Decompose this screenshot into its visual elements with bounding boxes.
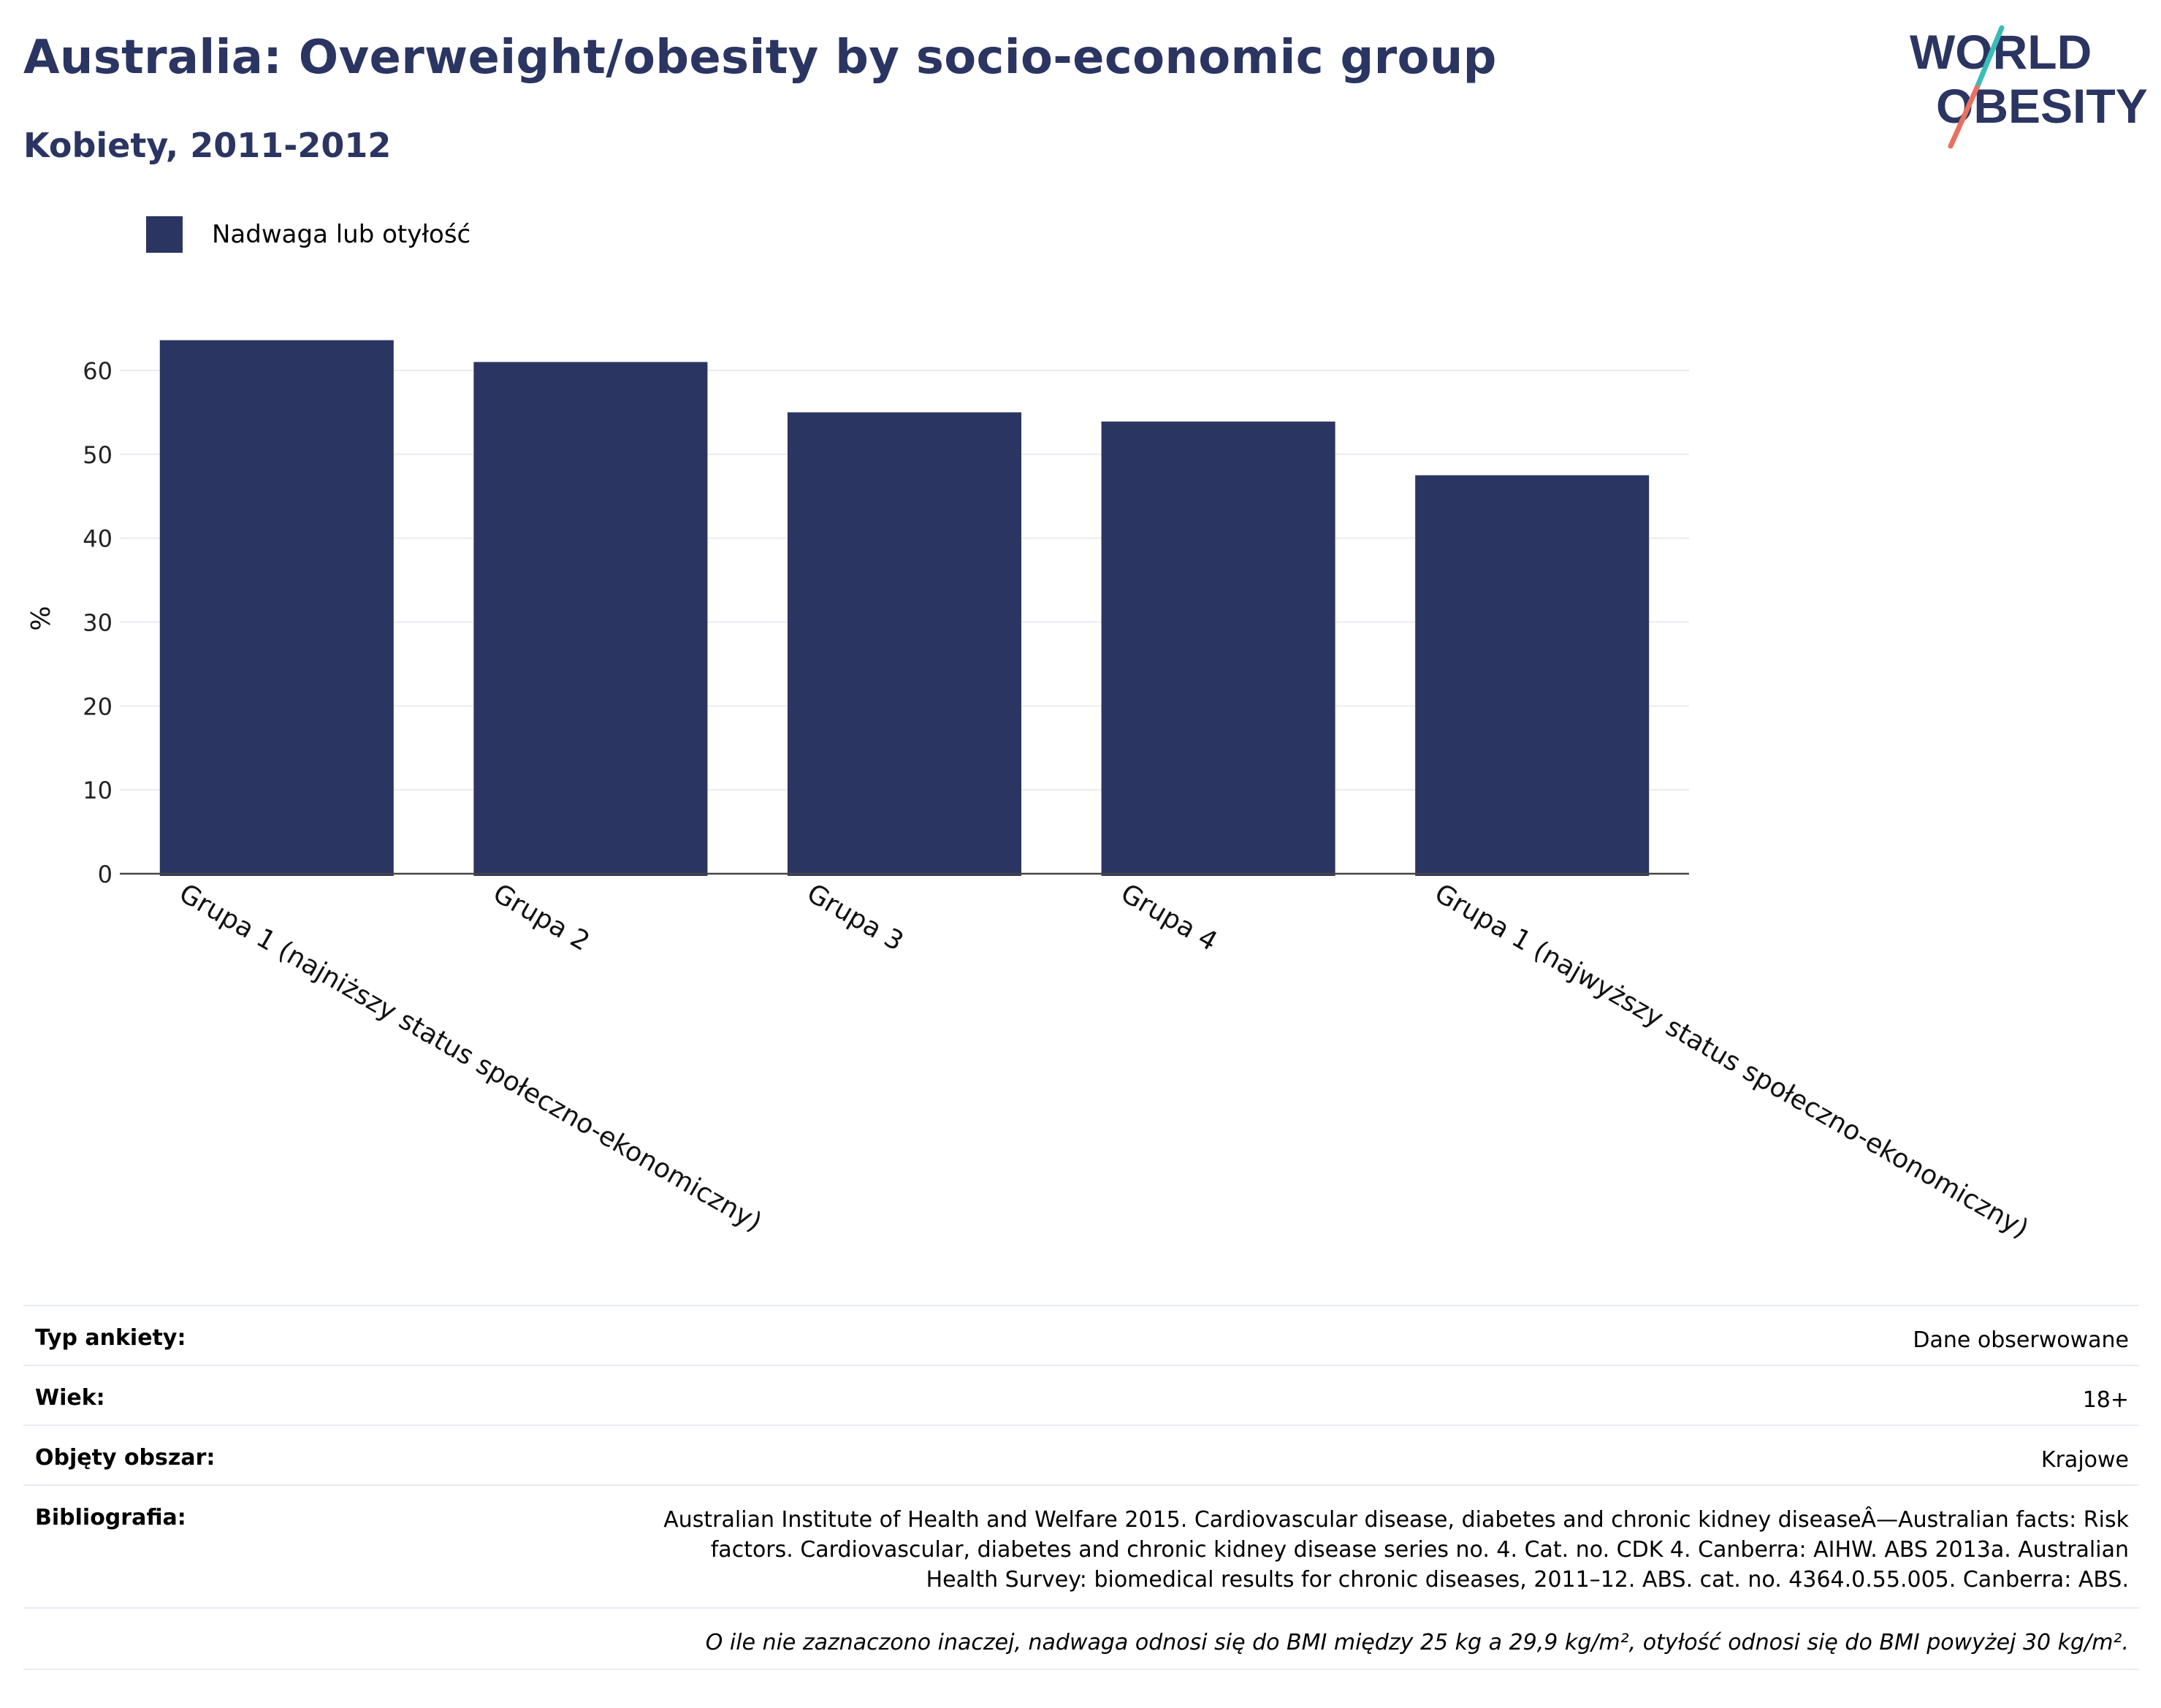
bar: [159, 340, 394, 876]
bibliography-line: Australian Institute of Health and Welfa…: [663, 1507, 2129, 1533]
x-tick-label: Grupa 1 (najniższy status społeczno-ekon…: [174, 878, 766, 1238]
info-row-note: O ile nie zaznaczono inaczej, nadwaga od…: [23, 1607, 2139, 1670]
y-tick-label: 10: [83, 777, 113, 804]
survey-type-value: Dane obserwowane: [1913, 1327, 2129, 1353]
legend-swatch: [146, 216, 183, 253]
bibliography-label: Bibliografia:: [35, 1505, 186, 1530]
legend-label: Nadwaga lub otyłość: [212, 220, 471, 249]
survey-type-label: Typ ankiety:: [35, 1325, 186, 1351]
x-tick-label: Grupa 1 (najwyższy status społeczno-ekon…: [1430, 878, 2034, 1244]
bibliography-value: Australian Institute of Health and Welfa…: [663, 1505, 2129, 1595]
info-row-area: Objęty obszar: Krajowe: [23, 1425, 2139, 1484]
bar: [787, 412, 1022, 876]
info-table: Typ ankiety: Dane obserwowane Wiek: 18+ …: [23, 1305, 2139, 1670]
x-tick-label: Grupa 3: [802, 878, 909, 957]
info-row-survey-type: Typ ankiety: Dane obserwowane: [23, 1305, 2139, 1365]
logo-slash-top: [1974, 25, 2005, 91]
y-tick-label: 40: [83, 525, 113, 553]
area-label: Objęty obszar:: [35, 1445, 216, 1471]
bar: [1415, 475, 1650, 876]
world-obesity-logo: WORLD OBESITY: [1910, 25, 2148, 149]
x-tick-label: Grupa 2: [488, 878, 595, 957]
bar-chart: 0 10 20 30 40 50 60 Grupa 1 (najniższy status s…: [26, 340, 2034, 1244]
y-tick-label: 20: [83, 693, 113, 720]
y-tick-label: 50: [83, 441, 113, 469]
bibliography-line: Health Survey: biomedical results for ch…: [926, 1567, 2129, 1593]
bar: [473, 362, 708, 876]
bmi-note: O ile nie zaznaczono inaczej, nadwaga od…: [705, 1630, 2129, 1655]
logo-slash-bottom: [1948, 85, 1980, 149]
area-value: Krajowe: [2040, 1447, 2129, 1473]
y-tick-label: 0: [98, 861, 113, 888]
bar: [1101, 422, 1335, 876]
bibliography-line: factors. Cardiovascular, diabetes and ch…: [710, 1537, 2129, 1563]
y-tick-label: 60: [83, 357, 113, 385]
age-label: Wiek:: [35, 1385, 105, 1411]
info-row-age: Wiek: 18+: [23, 1365, 2139, 1425]
age-value: 18+: [2082, 1387, 2129, 1413]
chart-title: Australia: Overweight/obesity by socio-e…: [23, 31, 1497, 85]
y-axis-title: %: [26, 606, 56, 630]
x-tick-label: Grupa 4: [1116, 878, 1222, 957]
chart-subtitle: Kobiety, 2011-2012: [23, 126, 392, 165]
y-tick-label: 30: [83, 609, 113, 637]
info-row-bibliography: Bibliografia: Australian Institute of He…: [23, 1484, 2139, 1607]
